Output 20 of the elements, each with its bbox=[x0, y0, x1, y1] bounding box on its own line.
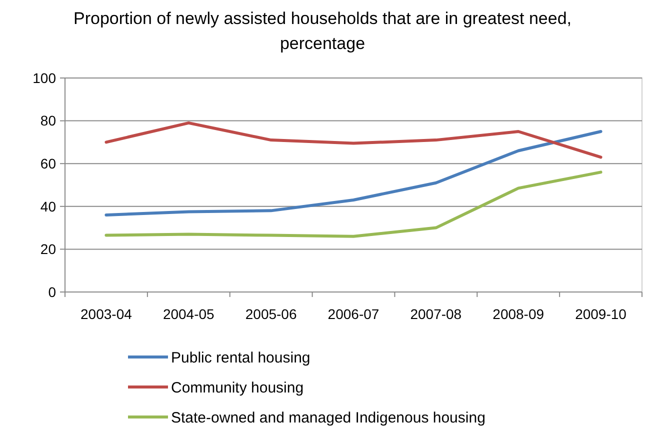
chart-title: Proportion of newly assisted households that are in greatest need, percentage bbox=[73, 9, 572, 53]
x-tick-label: 2006-07 bbox=[328, 306, 380, 322]
legend-label: Public rental housing bbox=[171, 349, 310, 366]
y-tick-label: 0 bbox=[48, 284, 56, 300]
x-tick-label: 2005-06 bbox=[245, 306, 297, 322]
x-tick-label: 2008-09 bbox=[492, 306, 544, 322]
line-series bbox=[104, 170, 602, 238]
x-tick-label: 2003-04 bbox=[80, 306, 132, 322]
y-tick-label: 60 bbox=[40, 156, 56, 172]
line-series bbox=[104, 130, 602, 216]
y-tick-label: 40 bbox=[40, 198, 56, 214]
legend-label: Community housing bbox=[171, 379, 304, 396]
x-tick-label: 2007-08 bbox=[410, 306, 462, 322]
y-tick-label: 80 bbox=[40, 112, 56, 129]
legend-label: State-owned and managed Indigenous housing bbox=[171, 409, 486, 426]
x-tick-label: 2004-05 bbox=[162, 306, 215, 322]
x-tick-label: 2009-10 bbox=[575, 306, 627, 322]
line-series bbox=[104, 121, 602, 159]
y-tick-label: 100 bbox=[32, 70, 56, 86]
y-tick-label: 20 bbox=[40, 241, 56, 258]
